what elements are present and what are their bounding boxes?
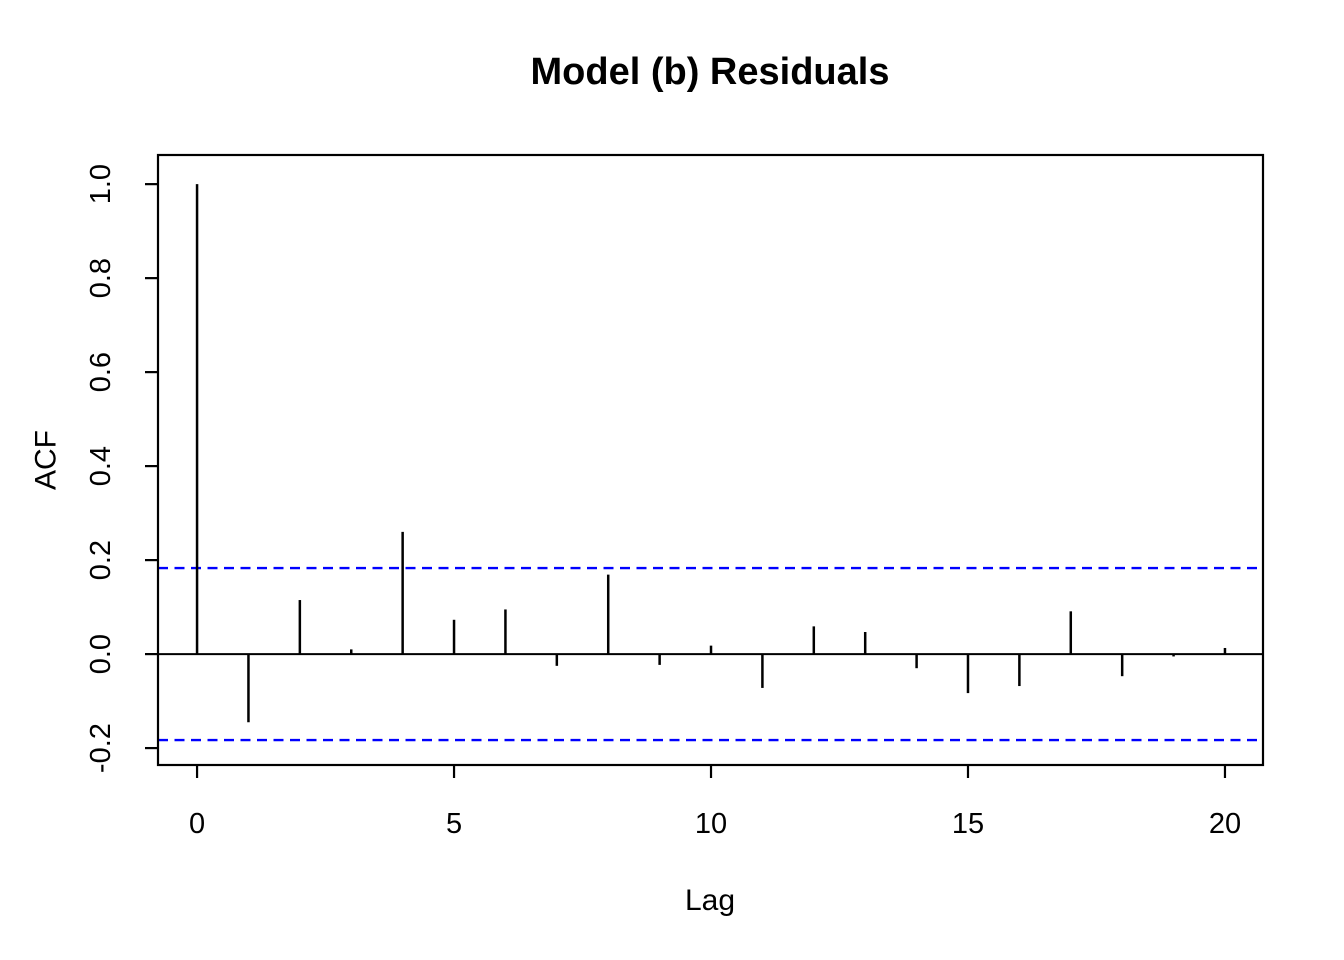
x-tick-label-5: 5: [446, 808, 462, 840]
y-axis-ticks: -0.2 0.0 0.2 0.4 0.6 0.8 1.0: [85, 164, 158, 773]
x-axis-label: Lag: [685, 884, 735, 917]
x-tick-label-15: 15: [952, 808, 984, 840]
x-tick-label-10: 10: [695, 808, 727, 840]
x-tick-label-20: 20: [1209, 808, 1241, 840]
x-axis-ticks: 0 5 10 15 20: [189, 765, 1241, 840]
y-axis-label: ACF: [30, 430, 63, 490]
y-tick-label-0.0: 0.0: [85, 634, 117, 674]
y-tick-label-0.2: 0.2: [85, 540, 117, 580]
plot-box: [156, 153, 1265, 767]
y-tick-label--0.2: -0.2: [85, 723, 117, 773]
y-tick-label-1.0: 1.0: [85, 164, 117, 204]
y-tick-label-0.4: 0.4: [85, 446, 117, 486]
x-tick-label-0: 0: [189, 808, 205, 840]
plot-border: [156, 153, 1265, 767]
y-tick-label-0.6: 0.6: [85, 352, 117, 392]
acf-spikes: [195, 184, 1227, 723]
confidence-bounds: [158, 566, 1263, 742]
chart-title: Model (b) Residuals: [531, 51, 890, 93]
y-tick-label-0.8: 0.8: [85, 258, 117, 298]
